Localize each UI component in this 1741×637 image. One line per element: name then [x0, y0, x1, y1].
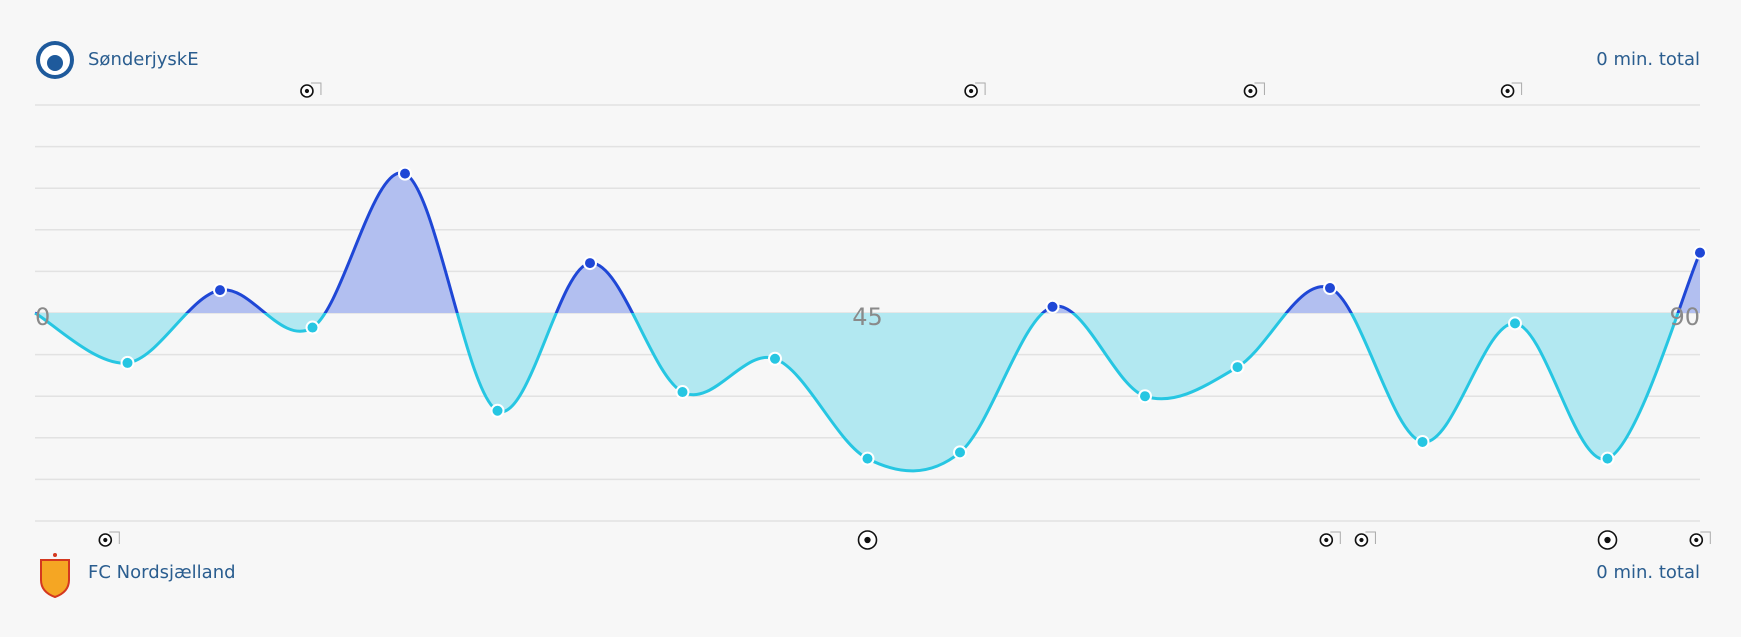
- point: [1415, 434, 1430, 449]
- home-shot: [964, 82, 986, 98]
- home-logo: [36, 41, 74, 79]
- away-shot: [1689, 531, 1711, 547]
- flag: [109, 531, 120, 544]
- flag: [1254, 82, 1265, 95]
- point: [1045, 299, 1060, 314]
- point: [1508, 316, 1522, 331]
- ball-patch: [1324, 537, 1329, 543]
- positive-area: [35, 172, 1700, 313]
- home-shot: [1243, 82, 1265, 98]
- ball-patch: [304, 88, 310, 94]
- point: [1323, 281, 1337, 296]
- point: [1230, 360, 1245, 375]
- home-total: 0 min. total: [1596, 49, 1700, 70]
- point: [860, 451, 875, 466]
- home-shot: [300, 82, 322, 98]
- point: [1600, 451, 1615, 466]
- point: [490, 403, 505, 418]
- x-tick-label: 0: [35, 303, 50, 331]
- ball-patch: [1248, 88, 1253, 94]
- x-tick-label: 90: [1669, 303, 1700, 331]
- point: [1693, 245, 1707, 260]
- away-total: 0 min. total: [1596, 562, 1700, 583]
- away-logo: [40, 553, 70, 599]
- ball-patch: [969, 88, 974, 94]
- ball-patch: [103, 537, 108, 543]
- point: [583, 256, 597, 271]
- point: [768, 351, 782, 366]
- away-shot: [1354, 531, 1376, 547]
- point: [120, 355, 135, 370]
- ball-patch: [1604, 536, 1611, 544]
- home-team: SønderjyskE: [88, 49, 199, 70]
- flag: [975, 82, 986, 95]
- away-goal: [1597, 530, 1618, 550]
- flag: [310, 82, 322, 95]
- negative-area: [35, 313, 1700, 471]
- home-shot: [1500, 82, 1523, 98]
- ball-patch: [864, 536, 871, 544]
- away-shot: [98, 531, 120, 547]
- point: [953, 445, 967, 460]
- flag: [1330, 531, 1341, 544]
- point: [213, 283, 227, 298]
- point: [305, 320, 320, 335]
- positive-line: [35, 171, 1702, 313]
- ball-patch: [1359, 537, 1364, 543]
- ball-patch: [1694, 537, 1699, 543]
- away-shot: [1319, 531, 1341, 547]
- ball-patch: [1505, 88, 1510, 94]
- flag: [1700, 531, 1711, 544]
- point: [1138, 389, 1152, 404]
- away-team: FC Nordsjælland: [88, 562, 236, 583]
- away-goal: [857, 530, 878, 550]
- x-tick-label: 45: [852, 303, 883, 331]
- flag: [1511, 82, 1523, 95]
- point: [398, 166, 412, 181]
- point: [675, 385, 690, 400]
- flag: [1365, 531, 1376, 544]
